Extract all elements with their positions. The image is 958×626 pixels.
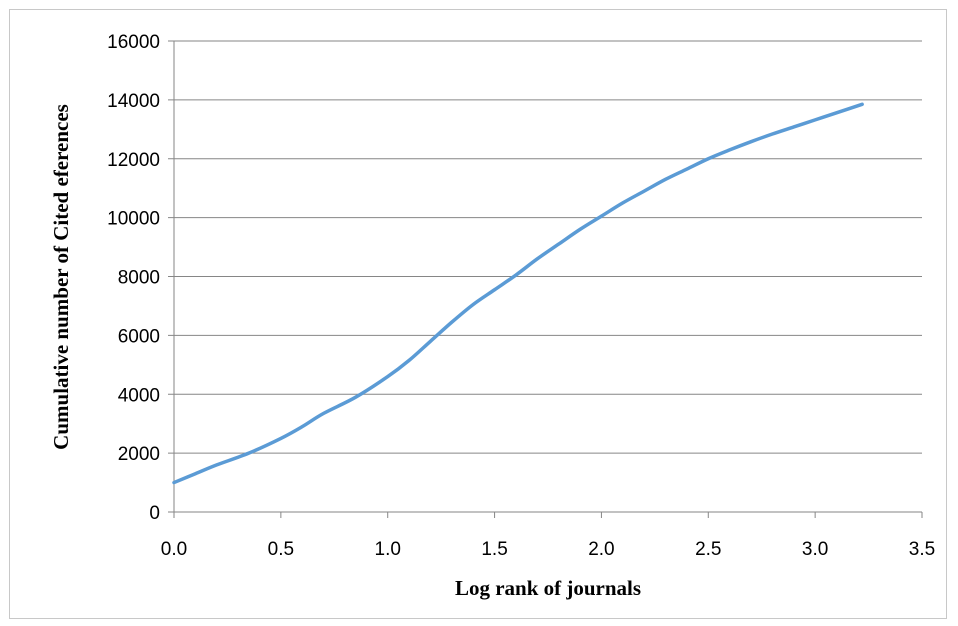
- x-axis-title: Log rank of journals: [455, 576, 641, 600]
- y-tick-label-14000: 14000: [107, 91, 160, 112]
- x-tick-label-3.5: 3.5: [909, 539, 935, 560]
- series-group: [172, 102, 864, 485]
- y-tick-label-8000: 8000: [118, 268, 160, 289]
- x-tick-label-1.0: 1.0: [375, 539, 401, 560]
- y-tick-label-16000: 16000: [107, 32, 160, 53]
- y-tick-label-2000: 2000: [118, 444, 160, 465]
- y-axis-title: Cumulative number of Cited eferences: [49, 104, 73, 450]
- y-tick-labels: 0 2000 4000 6000 8000 10000 12000 14000 16000: [107, 32, 160, 524]
- x-tick-labels: 0.0 0.5 1.0 1.5 2.0 2.5 3.0 3.5: [161, 539, 935, 560]
- x-tick-label-0.0: 0.0: [161, 539, 187, 560]
- y-tick-label-0: 0: [149, 503, 160, 524]
- x-tick-label-0.5: 0.5: [268, 539, 294, 560]
- x-tick-label-1.5: 1.5: [481, 539, 507, 560]
- series-line-0: [172, 102, 864, 485]
- y-tick-label-12000: 12000: [107, 150, 160, 171]
- y-tick-label-4000: 4000: [118, 385, 160, 406]
- grid-lines: [168, 40, 922, 513]
- y-tick-label-6000: 6000: [118, 326, 160, 347]
- x-tick-label-2.5: 2.5: [695, 539, 721, 560]
- chart-frame: [9, 9, 947, 619]
- y-tick-label-10000: 10000: [107, 209, 160, 230]
- axes: [173, 41, 923, 518]
- x-tick-label-2.0: 2.0: [588, 539, 614, 560]
- x-tick-label-3.0: 3.0: [802, 539, 828, 560]
